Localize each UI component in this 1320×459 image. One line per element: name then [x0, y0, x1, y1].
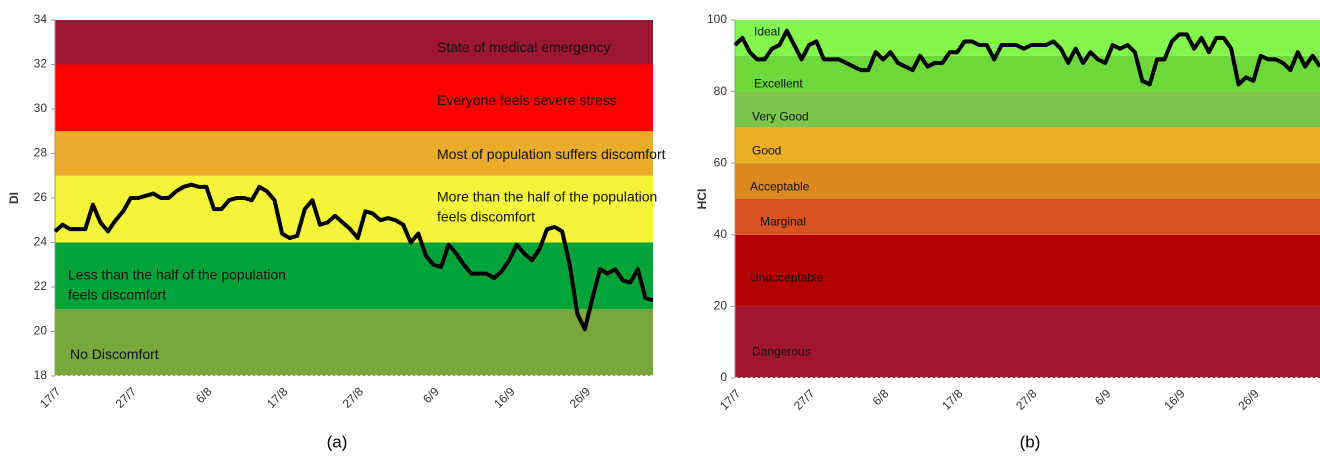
band-label: Most of population suffers discomfort	[437, 145, 666, 162]
band	[55, 64, 653, 132]
band-label: State of medical emergency	[437, 38, 611, 55]
band-label: Acceptable	[750, 179, 810, 194]
band	[735, 234, 1320, 307]
band	[55, 131, 653, 176]
band	[55, 309, 653, 376]
x-tick-label: 17/7	[37, 384, 64, 411]
y-tick-label: 0	[720, 370, 727, 384]
y-tick-label: 18	[34, 368, 48, 382]
x-tick-label: 6/8	[870, 386, 892, 408]
y-axis-label: DI	[7, 192, 21, 204]
y-tick-label: 24	[34, 235, 48, 249]
x-tick-label: 16/9	[491, 384, 518, 411]
y-tick-label: 28	[34, 146, 48, 160]
y-tick-label: 80	[714, 84, 728, 98]
band	[735, 55, 1320, 92]
caption: (b)	[1020, 432, 1041, 451]
band-label: Very Good	[752, 109, 809, 124]
band-label: Everyone feels severe stress	[437, 91, 617, 108]
band-label: Good	[752, 143, 782, 158]
band	[55, 20, 653, 65]
band-label: Unacceptable	[750, 270, 824, 285]
band-label: More than the half of the population fee…	[437, 188, 658, 225]
band	[735, 199, 1320, 235]
x-tick-label: 6/9	[420, 384, 442, 406]
band-label: Ideal	[754, 24, 781, 39]
band-label: Excellent	[754, 76, 803, 91]
x-tick-label: 27/7	[791, 386, 818, 413]
y-tick-label: 32	[34, 57, 48, 71]
band-label: Less than the half of the population fee…	[68, 266, 286, 303]
y-axis-label: HCI	[695, 189, 709, 210]
x-tick-label: 6/9	[1092, 386, 1114, 408]
data-line	[733, 28, 1320, 87]
x-tick-label: 6/8	[193, 384, 215, 406]
data-line	[53, 182, 654, 332]
band-label: Dangerous	[752, 344, 811, 359]
y-tick-label: 30	[34, 101, 48, 115]
band-label: Marginal	[760, 214, 807, 229]
y-tick-label: 60	[714, 155, 728, 169]
y-tick-label: 22	[34, 279, 48, 293]
band-label: No Discomfort	[70, 345, 159, 362]
x-tick-label: 16/9	[1161, 386, 1188, 413]
y-tick-label: 100	[707, 12, 727, 26]
band	[55, 242, 653, 310]
y-tick-label: 20	[34, 324, 48, 338]
x-tick-label: 17/8	[939, 386, 966, 413]
y-tick-label: 34	[34, 12, 48, 26]
x-tick-label: 27/8	[340, 384, 367, 411]
y-tick-label: 40	[714, 227, 728, 241]
x-tick-label: 26/9	[1235, 386, 1262, 413]
caption: (a)	[327, 432, 348, 451]
x-tick-label: 17/7	[717, 386, 744, 413]
y-tick-label: 26	[34, 190, 48, 204]
y-tick-label: 20	[714, 299, 728, 313]
x-tick-label: 17/8	[264, 384, 291, 411]
x-tick-label: 27/7	[113, 384, 140, 411]
x-tick-label: 27/8	[1013, 386, 1040, 413]
band	[735, 306, 1320, 378]
x-tick-label: 26/9	[567, 384, 594, 411]
band	[735, 163, 1320, 199]
band	[735, 91, 1320, 128]
band	[735, 127, 1320, 164]
